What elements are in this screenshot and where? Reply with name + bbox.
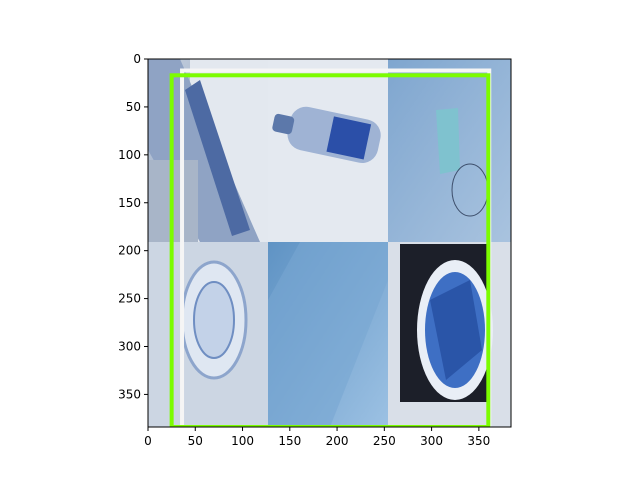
- y-tick-label: 50: [126, 100, 141, 114]
- y-tick-label: 250: [118, 292, 141, 306]
- x-tick-label: 150: [278, 434, 301, 448]
- y-tick-label: 200: [118, 244, 141, 258]
- x-tick-label: 200: [326, 434, 349, 448]
- image-mosaic: [148, 59, 511, 427]
- green-bounding-box: [169, 73, 491, 427]
- photo-tile-water-bottle: [268, 59, 388, 242]
- x-tick-label: 50: [188, 434, 203, 448]
- y-tick-label: 150: [118, 196, 141, 210]
- axes-frame: [147, 58, 512, 428]
- y-tick-label: 100: [118, 148, 141, 162]
- x-tick-label: 100: [231, 434, 254, 448]
- x-tick-label: 250: [373, 434, 396, 448]
- photo-tile-blue-items-bowl: [388, 242, 511, 427]
- y-tick-label: 0: [133, 52, 141, 66]
- y-axis: 0 50 100 150 200 250 300 350: [118, 52, 148, 401]
- x-tick-label: 300: [420, 434, 443, 448]
- x-tick-label: 350: [467, 434, 490, 448]
- y-tick-label: 300: [118, 340, 141, 354]
- x-axis: 0 50 100 150 200 250 300 350: [144, 427, 490, 448]
- photo-tile-plastic-lid: [148, 242, 268, 427]
- photo-tile-blue-surface: [388, 59, 511, 242]
- y-tick-label: 350: [118, 387, 141, 401]
- x-tick-label: 0: [144, 434, 152, 448]
- photo-tile-blue-fabric: [268, 242, 388, 427]
- photo-tile-hand-pen: [148, 59, 268, 242]
